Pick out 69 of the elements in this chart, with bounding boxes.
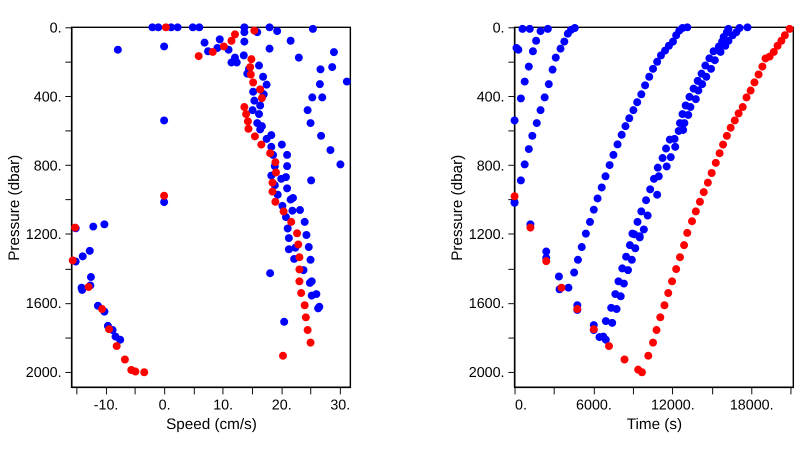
point: [295, 253, 304, 262]
x-tick-label: 20.: [272, 398, 292, 414]
point: [302, 313, 310, 322]
y-axis-title: Pressure (dbar): [449, 154, 466, 261]
y-tick-label: 0.: [492, 20, 505, 37]
point: [268, 178, 276, 187]
point: [268, 188, 276, 196]
point: [162, 23, 170, 32]
point: [131, 368, 140, 376]
point: [227, 36, 236, 45]
point: [287, 218, 296, 226]
point: [257, 140, 266, 149]
point: [294, 240, 302, 248]
y-tick-label: 400.: [34, 89, 62, 106]
point: [271, 198, 280, 206]
x-tick-label: 30.: [330, 398, 350, 414]
x-tick-label: 10.: [213, 398, 234, 414]
point: [194, 52, 203, 60]
y-tick-label: 800.: [34, 158, 62, 174]
point: [258, 94, 266, 102]
point: [272, 168, 280, 176]
point: [242, 110, 250, 118]
point: [250, 132, 259, 140]
point: [280, 207, 288, 216]
point: [266, 149, 274, 158]
x-tick-label: 12000.: [650, 398, 695, 414]
point: [230, 30, 239, 38]
x-axis-title: Speed (cm/s): [166, 416, 257, 433]
point: [297, 289, 306, 298]
point: [244, 124, 252, 133]
point: [220, 42, 228, 50]
y-tick-label: 1200.: [26, 227, 62, 244]
point: [247, 55, 256, 64]
point: [246, 70, 255, 78]
point: [293, 229, 302, 238]
point: [249, 78, 258, 86]
x-axis-title: Time (s): [626, 416, 682, 433]
point: [208, 48, 217, 56]
point: [160, 192, 168, 200]
point: [240, 103, 248, 112]
y-tick-label: 2000.: [26, 364, 62, 381]
y-tick-label: 0.: [50, 20, 62, 37]
point: [300, 301, 309, 310]
point: [140, 368, 148, 376]
x-tick-label: 18000.: [730, 398, 774, 414]
point: [98, 305, 106, 314]
point: [105, 325, 114, 334]
y-tick-label: 1600.: [468, 296, 505, 312]
x-tick-label: 0.: [515, 398, 527, 414]
y-tick-label: 1600.: [26, 296, 62, 312]
point: [112, 342, 121, 350]
point: [306, 338, 315, 347]
point: [295, 277, 304, 286]
x-tick-label: 0.: [158, 398, 171, 414]
point: [295, 265, 304, 274]
y-tick-label: 800.: [476, 158, 505, 174]
point: [68, 256, 77, 264]
point: [250, 26, 258, 35]
y-tick-label: 2000.: [468, 364, 505, 381]
y-tick-label: 400.: [476, 89, 505, 106]
point: [279, 352, 288, 360]
point: [271, 158, 280, 166]
point: [120, 356, 129, 364]
point: [244, 117, 252, 126]
x-tick-label: 6000.: [576, 398, 612, 414]
y-axis-title: Pressure (dbar): [6, 154, 24, 261]
point: [304, 326, 312, 334]
y-tick-label: 1200.: [468, 227, 505, 244]
x-tick-label: -10.: [94, 398, 118, 414]
